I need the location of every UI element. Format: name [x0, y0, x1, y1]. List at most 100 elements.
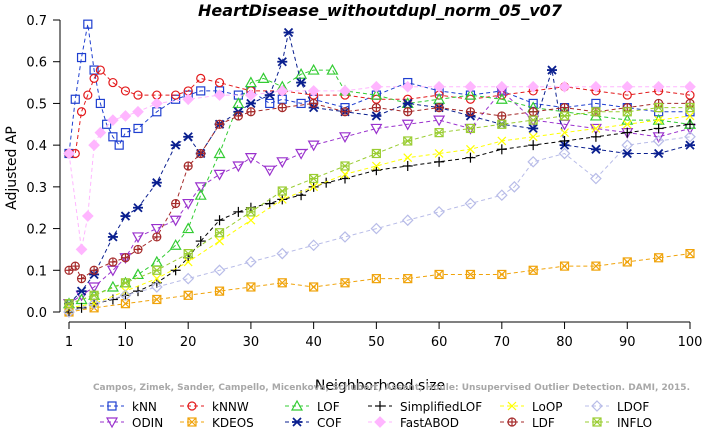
legend-label: LoOP — [532, 400, 563, 414]
data-point-fastabod — [370, 80, 383, 93]
data-point-ldof — [527, 155, 540, 168]
data-point-ldof — [684, 130, 696, 143]
data-point-odin — [307, 140, 320, 152]
data-point-simplifiedlof — [559, 135, 570, 146]
data-point-knn — [296, 98, 306, 109]
data-point-fastabod — [590, 80, 602, 93]
legend-marker-fastabod — [374, 416, 386, 428]
data-point-kdeos — [214, 286, 225, 296]
data-point-ldf — [120, 253, 131, 263]
plot-area — [59, 20, 690, 323]
data-point-ldf — [559, 102, 570, 113]
legend-item-kdeos: KDEOS — [180, 416, 254, 430]
data-point-fastabod — [339, 85, 351, 97]
data-point-simplifiedlof — [402, 161, 413, 171]
data-point-fastabod — [132, 105, 144, 118]
data-point-ldof — [119, 289, 132, 302]
data-point-ldf — [70, 261, 80, 271]
data-point-fastabod — [652, 80, 665, 93]
y-axis-label: Adjusted AP — [4, 126, 20, 210]
data-point-cof — [371, 111, 382, 121]
data-point-ldof — [558, 147, 571, 160]
data-point-ldf — [309, 98, 319, 109]
data-point-inflo — [64, 299, 74, 309]
data-point-odin — [131, 232, 145, 244]
legend-label: kNNW — [212, 400, 249, 414]
data-point-lof — [307, 63, 320, 75]
data-point-odin — [276, 157, 289, 169]
data-point-simplifiedlof — [133, 286, 143, 297]
data-point-odin — [433, 115, 446, 127]
data-point-fastabod — [527, 80, 540, 93]
data-point-knnw — [83, 90, 93, 100]
data-point-lof — [326, 63, 339, 75]
data-point-knn — [114, 140, 124, 150]
data-point-loop — [246, 215, 256, 225]
data-point-fastabod — [88, 139, 100, 151]
data-point-simplifiedlof — [321, 177, 332, 188]
data-point-simplifiedlof — [214, 215, 225, 226]
data-point-fastabod — [401, 80, 414, 93]
legend-marker-inflo — [592, 417, 602, 427]
data-point-ldof — [182, 272, 195, 285]
data-point-ldof — [370, 222, 383, 235]
data-point-fastabod — [182, 93, 195, 106]
data-point-fastabod — [81, 210, 94, 222]
data-point-inflo — [685, 102, 695, 113]
data-point-knn — [76, 52, 87, 63]
data-point-knn — [102, 119, 112, 129]
data-point-inflo — [434, 128, 444, 138]
data-point-fastabod — [558, 80, 571, 93]
data-point-odin — [182, 198, 195, 210]
data-point-knn — [133, 123, 143, 134]
data-point-ldf — [171, 198, 181, 209]
data-point-ldf — [108, 257, 118, 267]
data-point-loop — [434, 149, 444, 158]
series-line-loop — [68, 115, 691, 309]
data-point-fastabod — [276, 85, 289, 97]
data-point-knnw — [120, 86, 131, 96]
data-point-cof — [133, 203, 143, 213]
data-point-odin — [88, 282, 101, 294]
y-axis-ticks: 0.0 0.1 0.2 0.3 0.4 0.5 0.6 0.7 — [26, 14, 60, 321]
data-point-ldf — [196, 148, 206, 159]
data-point-inflo — [591, 107, 601, 117]
data-point-ldof — [213, 264, 226, 277]
legend-item-odin: ODIN — [100, 416, 163, 430]
data-point-loop — [528, 132, 538, 142]
legend-marker-lof — [290, 399, 304, 411]
data-point-loop — [371, 161, 381, 171]
data-point-cof — [170, 140, 181, 150]
data-point-fastabod — [621, 80, 634, 93]
data-point-simplifiedlof — [233, 206, 244, 217]
y-tick-label: 0.7 — [26, 14, 47, 29]
data-point-ldof — [590, 172, 602, 185]
data-point-ldf — [152, 232, 162, 242]
data-point-odin — [244, 153, 257, 164]
data-point-ldof — [652, 135, 665, 147]
legend-marker-simplifiedlof — [375, 401, 385, 411]
data-point-inflo — [528, 115, 538, 125]
data-point-fastabod — [464, 80, 477, 93]
data-point-fastabod — [107, 114, 119, 126]
data-point-ldf — [214, 119, 225, 129]
data-point-cof — [590, 144, 601, 154]
data-point-inflo — [277, 186, 287, 196]
data-point-cof — [245, 98, 256, 109]
legend-item-inflo: INFLO — [585, 416, 652, 430]
legend-label: FastABOD — [400, 416, 459, 430]
data-point-ldof — [339, 231, 351, 243]
series-line-simplifiedlof — [68, 123, 691, 313]
y-tick-label: 0.5 — [26, 97, 47, 112]
data-point-ldof — [307, 239, 320, 252]
data-point-knnw — [133, 90, 143, 100]
data-point-cof — [402, 98, 413, 109]
data-point-loop — [183, 257, 193, 267]
data-point-inflo — [214, 228, 225, 238]
data-point-inflo — [559, 111, 570, 121]
data-point-loop — [622, 119, 632, 129]
data-point-kdeos — [685, 249, 695, 259]
x-tick-label: 50 — [368, 335, 385, 350]
data-point-ldof — [433, 206, 445, 218]
x-tick-label: 40 — [305, 335, 322, 350]
